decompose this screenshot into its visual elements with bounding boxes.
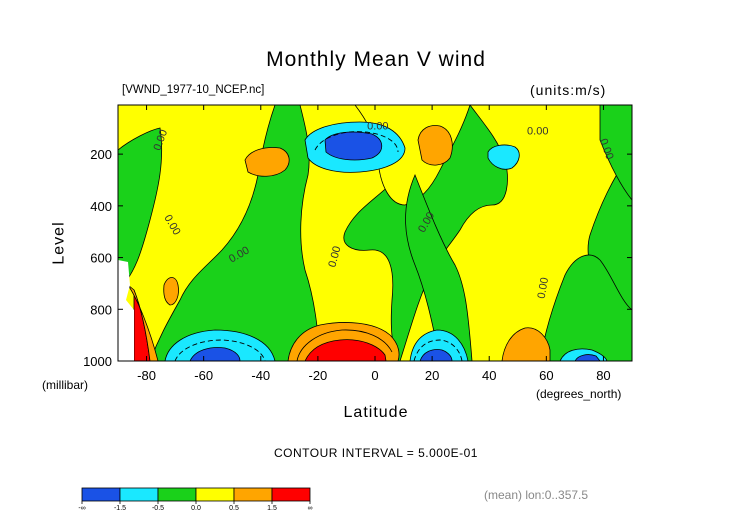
chart-title: Monthly Mean V wind xyxy=(266,48,486,71)
colorbar-label: -1.5 xyxy=(114,505,126,512)
field-orange-left-edge xyxy=(127,284,159,361)
x-tick-label: 80 xyxy=(596,368,610,383)
field-green-right-low xyxy=(539,254,632,361)
x-axis-ticks: -80 -60 -40 -20 0 20 40 60 80 xyxy=(137,105,611,383)
contour-label: 0.00 xyxy=(527,126,548,138)
colorbar-label: 0.0 xyxy=(191,505,201,512)
y-tick-label: 400 xyxy=(90,199,112,214)
y-tick-label: 600 xyxy=(90,251,112,266)
contour-label: 0.00 xyxy=(326,245,343,269)
y-axis-ticks: 200 400 600 800 1000 xyxy=(83,147,632,369)
field-orange-lower-right xyxy=(501,327,551,361)
x-tick-label: -80 xyxy=(137,368,156,383)
negative-contour-lower-left xyxy=(174,339,266,361)
colorbar-swatch xyxy=(233,487,273,502)
colorbar-swatch xyxy=(119,487,159,502)
colorbar-label: ∞ xyxy=(308,505,313,512)
field-orange-upper-left xyxy=(244,147,290,177)
field-blue-lower-mid xyxy=(419,349,453,361)
field-missing-region xyxy=(118,260,134,361)
y-tick-label: 800 xyxy=(90,302,112,317)
colorbar-label: -0.5 xyxy=(152,505,164,512)
colorbar-swatch xyxy=(157,487,197,502)
colorbar-label: 0.5 xyxy=(229,505,239,512)
field-green-tongue-left xyxy=(118,127,163,291)
x-tick-label: -20 xyxy=(308,368,327,383)
positive-contour-lower-center xyxy=(296,329,393,361)
field-cyan-upper-right xyxy=(487,144,520,170)
x-tick-label: 40 xyxy=(482,368,496,383)
colorbar-label: -∞ xyxy=(78,505,85,512)
colorbar-swatch xyxy=(81,487,121,502)
negative-contour-upper xyxy=(314,131,399,153)
x-tick-label: 20 xyxy=(425,368,439,383)
colorbar-swatch xyxy=(271,487,311,502)
x-tick-label: 60 xyxy=(539,368,553,383)
field-blue-lower-right xyxy=(574,354,601,361)
x-tick-label: -60 xyxy=(194,368,213,383)
contour-label: 0.00 xyxy=(367,121,388,133)
y-tick-label: 1000 xyxy=(83,354,112,369)
x-unit-label: (degrees_north) xyxy=(536,387,622,401)
footer-note: (mean) lon:0..357.5 xyxy=(484,488,589,502)
units-label: (units:m/s) xyxy=(530,82,607,98)
contour-field xyxy=(118,105,632,361)
field-green-tongue-mid xyxy=(405,173,473,361)
field-cyan-lower-left xyxy=(164,329,276,361)
field-orange-upper-mid xyxy=(417,125,453,166)
colorbar-swatch xyxy=(195,487,235,502)
x-tick-label: -40 xyxy=(251,368,270,383)
contour-interval: CONTOUR INTERVAL = 5.000E-01 xyxy=(274,446,478,460)
field-blue-upper-center xyxy=(324,131,383,161)
negative-contour-lower-mid xyxy=(413,339,463,361)
file-label: [VWND_1977-10_NCEP.nc] xyxy=(122,84,265,96)
field-red-lower-center xyxy=(304,339,387,361)
y-tick-label: 200 xyxy=(90,147,112,162)
x-axis-title: Latitude xyxy=(343,404,409,421)
field-blue-lower-left xyxy=(189,347,241,361)
field-orange-left-small xyxy=(163,277,179,306)
field-cyan-lower-mid xyxy=(409,329,469,361)
colorbar: -∞ -1.5 -0.5 0.0 0.5 1.5 ∞ xyxy=(78,487,313,512)
colorbar-label: 1.5 xyxy=(267,505,277,512)
x-tick-label: 0 xyxy=(371,368,378,383)
contour-label: 0.00 xyxy=(536,276,552,299)
y-unit-label: (millibar) xyxy=(42,378,88,392)
